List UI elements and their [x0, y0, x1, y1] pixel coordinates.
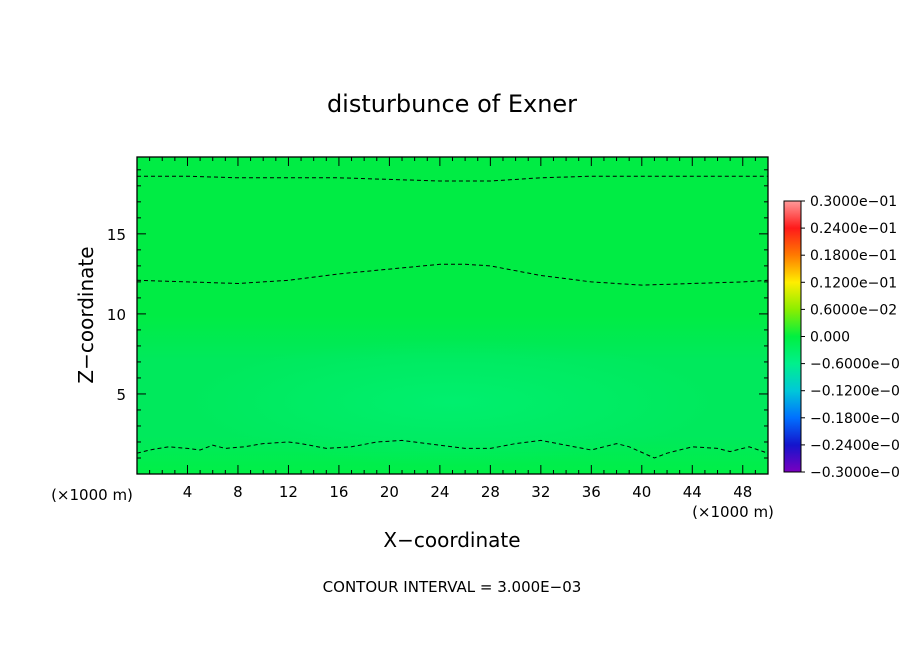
x-unit-right: (×1000 m) [692, 503, 774, 521]
colorbar-label: 0.6000e−02 [810, 302, 897, 318]
y-tick-label: 10 [107, 306, 126, 324]
field-trough [187, 338, 718, 466]
x-tick-label: 20 [380, 483, 399, 501]
x-tick-label: 24 [430, 483, 449, 501]
colorbar-label: −0.1200e−0 [810, 384, 900, 400]
x-tick-label: 28 [481, 483, 500, 501]
x-tick-label: 8 [233, 483, 243, 501]
x-unit-left: (×1000 m) [51, 486, 133, 504]
colorbar: 0.3000e−01 0.2400e−01 0.1800e−01 0.1200e−01… [783, 194, 900, 481]
y-tick-label: 5 [116, 386, 126, 404]
colorbar-label: 0.1200e−01 [810, 275, 897, 291]
colorbar-label: 0.2400e−01 [810, 221, 897, 237]
colorbar-label: −0.3000e−0 [810, 465, 900, 481]
colorbar-label: −0.6000e−0 [810, 357, 900, 373]
colorbar-label: 0.1800e−01 [810, 248, 897, 264]
y-tick-label: 15 [107, 226, 126, 244]
contour-interval-note: CONTOUR INTERVAL = 3.000E−03 [323, 578, 582, 596]
x-tick-label: 44 [683, 483, 702, 501]
x-tick-label: 40 [632, 483, 651, 501]
contour-line-2 [136, 263, 769, 286]
x-tick-label: 36 [582, 483, 601, 501]
colorbar-label: −0.2400e−0 [810, 438, 900, 454]
colorbar-label: 0.3000e−01 [810, 194, 897, 210]
chart-title: disturbunce of Exner [327, 90, 577, 118]
x-tick-label: 12 [279, 483, 298, 501]
colorbar-scale [783, 200, 802, 473]
x-tick-label: 4 [183, 483, 193, 501]
colorbar-label: −0.1800e−0 [810, 411, 900, 427]
x-tick-label: 16 [329, 483, 348, 501]
x-tick-label: 48 [733, 483, 752, 501]
contour-line-3 [136, 439, 769, 459]
colorbar-label: 0.000 [810, 330, 850, 346]
x-tick-label: 32 [531, 483, 550, 501]
y-axis-label: Z−coordinate [74, 246, 98, 383]
x-axis-label: X−coordinate [383, 528, 520, 552]
